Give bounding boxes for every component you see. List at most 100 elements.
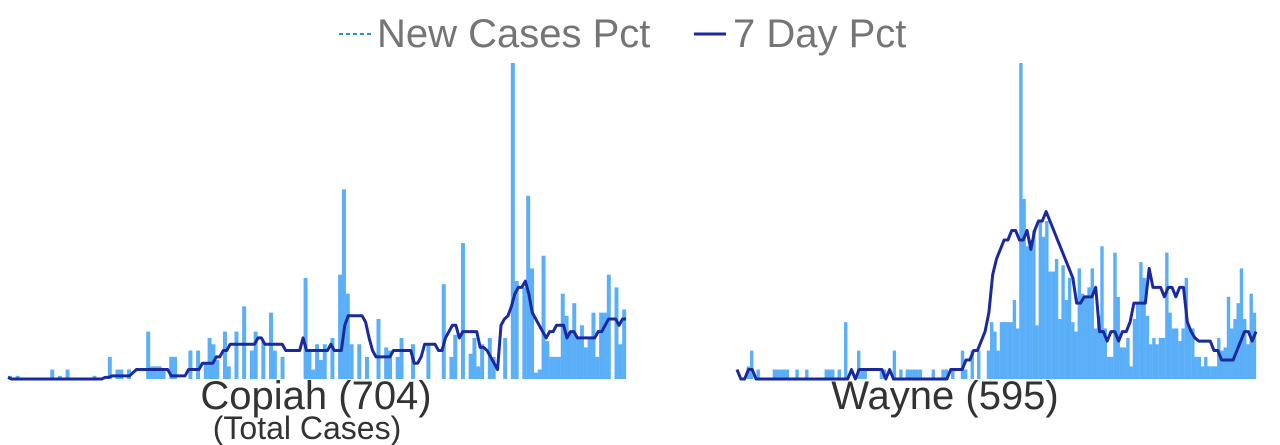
wayne-bar (1015, 328, 1020, 379)
wayne-bar (1236, 303, 1240, 379)
wayne-bar (1119, 347, 1124, 379)
copiah-bar (549, 356, 554, 379)
copiah-bar (587, 337, 592, 379)
copiah-bar (222, 331, 227, 379)
copiah-seven-day-line (7, 279, 626, 381)
wayne-bar (844, 322, 848, 379)
copiah-bar (556, 356, 561, 379)
wayne-bar (1028, 239, 1033, 379)
wayne-bar (1113, 252, 1117, 379)
copiah-bar (242, 306, 247, 379)
wayne-bar (951, 369, 955, 379)
wayne-bar (931, 369, 936, 379)
wayne-bar (1181, 328, 1185, 379)
copiah-bar (595, 356, 600, 379)
wayne-bar (1006, 322, 1010, 379)
copiah-bar (399, 337, 404, 379)
wayne-bar (1243, 318, 1247, 379)
copiah-bar (453, 334, 458, 379)
copiah-bar (253, 331, 258, 379)
wayne-bar (1038, 221, 1043, 379)
wayne-bar (1097, 315, 1101, 379)
copiah-bar (503, 337, 508, 379)
wayne-bar (944, 369, 948, 379)
copiah-bar (622, 309, 627, 379)
wayne-bar (879, 369, 884, 379)
wayne-bar (1187, 328, 1192, 379)
copiah-title: Copiah (704) (200, 374, 431, 418)
copiah-panel: Copiah (704) (Total Cases) (7, 63, 627, 445)
copiah-bar (579, 325, 584, 379)
copiah-bar (65, 369, 70, 379)
copiah-bars (8, 63, 627, 379)
wayne-bar (1054, 258, 1059, 379)
wayne-bar (831, 369, 835, 379)
wayne-bar (918, 369, 923, 379)
wayne-bar (1064, 300, 1069, 379)
wayne-bar (782, 369, 786, 379)
wayne-bar (1129, 366, 1133, 379)
wayne-bar (863, 369, 867, 379)
copiah-bar (449, 356, 454, 379)
copiah-bar (234, 331, 239, 379)
wayne-bar (1148, 344, 1153, 379)
wayne-bar (1110, 356, 1114, 379)
wayne-bar (1058, 318, 1062, 379)
wayne-bar (1106, 356, 1111, 379)
wayne-bar (1126, 337, 1130, 379)
copiah-bar (614, 287, 619, 379)
copiah-subtitle: (Total Cases) (213, 410, 402, 445)
copiah-bar (322, 344, 327, 379)
wayne-bar (772, 369, 777, 379)
legend-new-cases-label: New Cases Pct (377, 12, 650, 56)
copiah-bar (426, 344, 431, 379)
copiah-bar (530, 268, 535, 379)
copiah-bar (591, 312, 596, 379)
wayne-bar (1135, 303, 1140, 379)
wayne-bar (1035, 325, 1039, 379)
wayne-bar (1223, 347, 1227, 379)
copiah-bar (349, 344, 354, 379)
copiah-bar (395, 356, 400, 379)
copiah-bar (388, 350, 392, 379)
wayne-bar (1168, 312, 1172, 379)
copiah-bar (330, 337, 335, 379)
copiah-bar (188, 350, 193, 379)
copiah-bar (119, 369, 124, 379)
wayne-bar (785, 369, 790, 379)
copiah-bar (226, 366, 231, 379)
wayne-bar (1032, 230, 1036, 379)
wayne-bar (1178, 341, 1182, 379)
wayne-bar (1077, 268, 1081, 379)
copiah-bar (583, 347, 588, 379)
wayne-bar (1191, 328, 1195, 379)
wayne-bar (1084, 296, 1088, 379)
copiah-bar (599, 312, 604, 379)
wayne-bar (899, 369, 903, 379)
wayne-bar (1233, 318, 1237, 379)
wayne-bar (857, 350, 861, 379)
copiah-bar (272, 350, 277, 379)
copiah-bar (537, 369, 542, 379)
wayne-bar (941, 369, 945, 379)
wayne-bar (1093, 328, 1098, 379)
wayne-bar (1041, 236, 1046, 379)
copiah-bar (57, 375, 62, 379)
copiah-bar (606, 274, 611, 379)
legend-seven-day-label: 7 Day Pct (733, 12, 906, 56)
wayne-bar (824, 369, 828, 379)
copiah-bar (203, 363, 208, 379)
copiah-bar (169, 356, 174, 379)
copiah-bar (249, 350, 254, 379)
copiah-bar (491, 356, 496, 379)
copiah-bar (341, 189, 346, 379)
wayne-bars (746, 63, 1257, 379)
wayne-bar (860, 369, 864, 379)
wayne-bar (977, 350, 981, 379)
copiah-bar (345, 293, 350, 379)
wayne-bar (1009, 322, 1013, 379)
wayne-bar (1210, 366, 1214, 379)
wayne-bar (1002, 322, 1007, 379)
wayne-seven-day-line (735, 210, 1258, 381)
